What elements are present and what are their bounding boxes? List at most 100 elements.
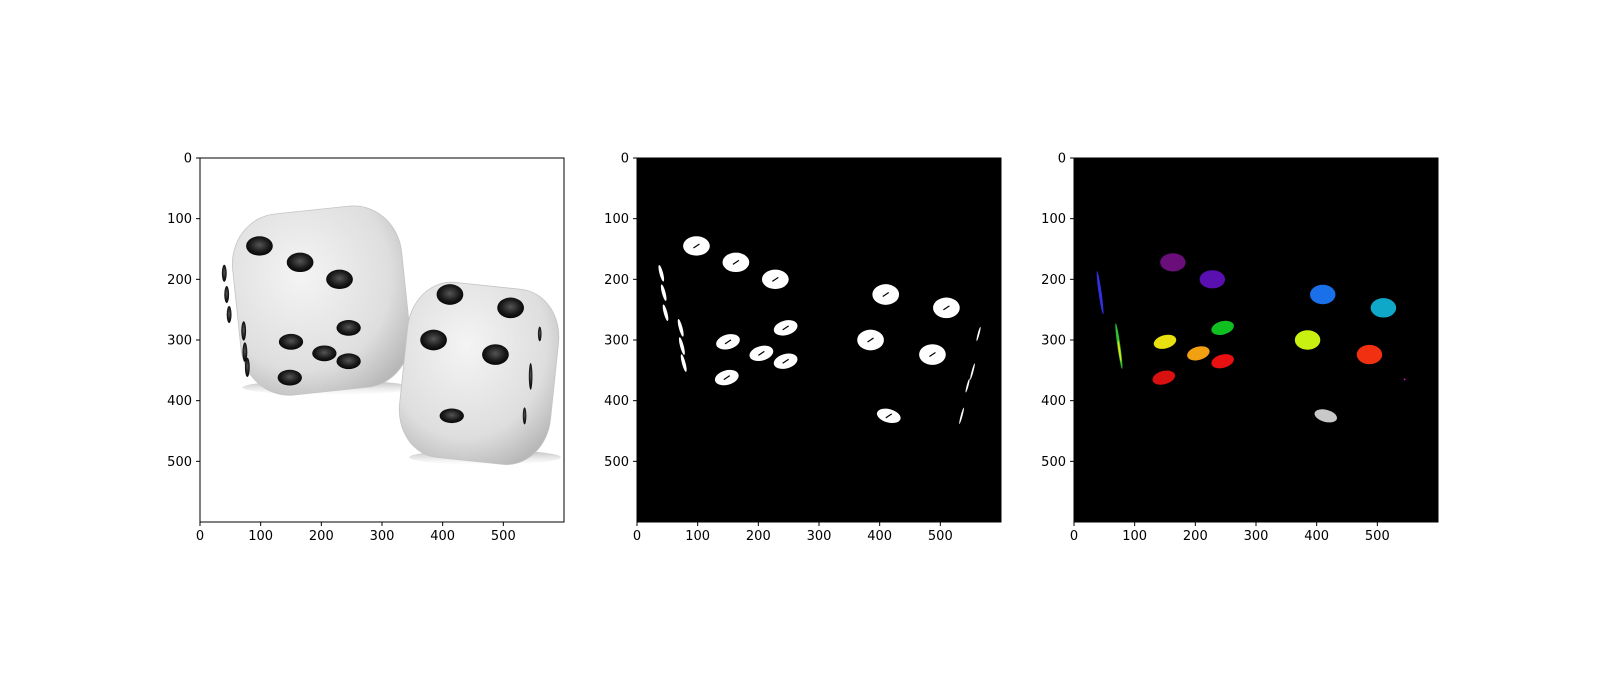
mask-blob [680, 354, 687, 372]
y-tick-label: 100 [604, 212, 629, 227]
image-content [658, 236, 981, 425]
die-pip [224, 286, 230, 303]
die-pip [226, 306, 232, 324]
x-tick-label: 300 [370, 529, 395, 544]
component-region [1211, 320, 1234, 335]
image-background [1074, 158, 1438, 522]
x-tick-label: 0 [196, 529, 204, 544]
component-region [1199, 270, 1226, 289]
die-pip [420, 329, 447, 351]
mask-highlight-hole [771, 276, 779, 282]
y-tick-label: 400 [167, 394, 192, 409]
x-tick-label: 100 [685, 529, 710, 544]
die-pip [242, 342, 248, 362]
mask-highlight-hole [782, 358, 789, 364]
panel-original-photo: 0 100 200 300 400 500 0 100 200 300 400 500 [167, 152, 565, 544]
mask-blob [658, 265, 665, 282]
y-tick-label: 0 [1058, 152, 1066, 167]
x-tick-label: 300 [1244, 529, 1269, 544]
x-tick-label: 400 [1304, 529, 1329, 544]
y-tick-label: 300 [1041, 334, 1066, 349]
mask-blob [677, 319, 684, 337]
component-region [1153, 334, 1177, 349]
die-pip [497, 297, 524, 319]
panel-binary-mask: 0 100 200 300 400 500 0 100 200 300 400 500 [604, 152, 1002, 544]
component-region [1160, 253, 1186, 272]
die-pip [246, 236, 273, 256]
mask-highlight-hole [885, 413, 893, 419]
x-tick-label: 400 [430, 529, 455, 544]
mask-highlight-hole [782, 325, 789, 331]
die-pip [482, 344, 509, 365]
mask-highlight-hole [882, 292, 890, 297]
image-content [221, 205, 561, 465]
die-pip [522, 407, 527, 425]
component-region [1309, 284, 1336, 305]
mask-blob [970, 363, 975, 380]
mask-blob [976, 326, 981, 341]
die-pip [528, 363, 533, 390]
x-tick-label: 300 [807, 529, 832, 544]
mask-highlight-hole [693, 243, 700, 249]
panel-labeled-components: 0 100 200 300 400 500 0 100 200 300 400 500 [1041, 152, 1439, 544]
x-tick-label: 200 [746, 529, 771, 544]
mask-blob [662, 304, 669, 321]
die-pip [336, 319, 361, 336]
y-tick-label: 400 [604, 394, 629, 409]
x-tick-label: 400 [867, 529, 892, 544]
die-pip [312, 345, 337, 362]
die-pip [537, 326, 542, 342]
component-region [1117, 340, 1122, 362]
die-pip [241, 321, 247, 341]
y-tick-label: 0 [621, 152, 629, 167]
die-pip [336, 353, 361, 370]
component-region [1187, 346, 1210, 361]
component-region [1152, 370, 1176, 385]
y-tick-label: 100 [1041, 212, 1066, 227]
die-pip [244, 357, 250, 378]
die-pip [286, 252, 314, 273]
component-region [1211, 354, 1234, 369]
x-tick-label: 200 [309, 529, 334, 544]
die-pip [436, 284, 464, 305]
x-tick-label: 500 [1365, 529, 1390, 544]
component-region [1403, 378, 1406, 381]
image-content [1096, 253, 1406, 423]
x-tick-label: 100 [248, 529, 273, 544]
x-tick-label: 0 [1070, 529, 1078, 544]
x-tick-label: 200 [1183, 529, 1208, 544]
mask-highlight-hole [723, 375, 731, 381]
die-pip [439, 408, 464, 424]
die-pip [278, 333, 304, 350]
mask-highlight-hole [929, 352, 936, 358]
y-tick-label: 100 [167, 212, 192, 227]
die-pip [326, 269, 353, 290]
y-tick-label: 400 [1041, 394, 1066, 409]
y-tick-label: 200 [167, 273, 192, 288]
mask-highlight-hole [758, 350, 765, 356]
y-tick-label: 0 [184, 152, 192, 167]
image-background [637, 158, 1001, 522]
die-2 [398, 281, 560, 465]
y-tick-label: 500 [167, 455, 192, 470]
x-tick-label: 100 [1122, 529, 1147, 544]
mask-highlight-hole [732, 259, 740, 265]
y-tick-label: 300 [604, 334, 629, 349]
x-tick-label: 500 [928, 529, 953, 544]
mask-blob [965, 378, 970, 393]
component-region [1314, 409, 1338, 423]
component-region [1370, 298, 1397, 318]
die-pip [277, 369, 302, 386]
mask-highlight-hole [867, 337, 874, 343]
component-region [1356, 344, 1383, 365]
y-tick-label: 200 [604, 273, 629, 288]
die-1 [231, 205, 411, 396]
y-tick-label: 500 [1041, 455, 1066, 470]
mask-highlight-hole [724, 339, 732, 345]
x-tick-label: 0 [633, 529, 641, 544]
mask-blob [660, 284, 667, 301]
die-pip [221, 264, 227, 282]
mask-highlight-hole [943, 305, 950, 311]
component-region [1096, 271, 1104, 315]
